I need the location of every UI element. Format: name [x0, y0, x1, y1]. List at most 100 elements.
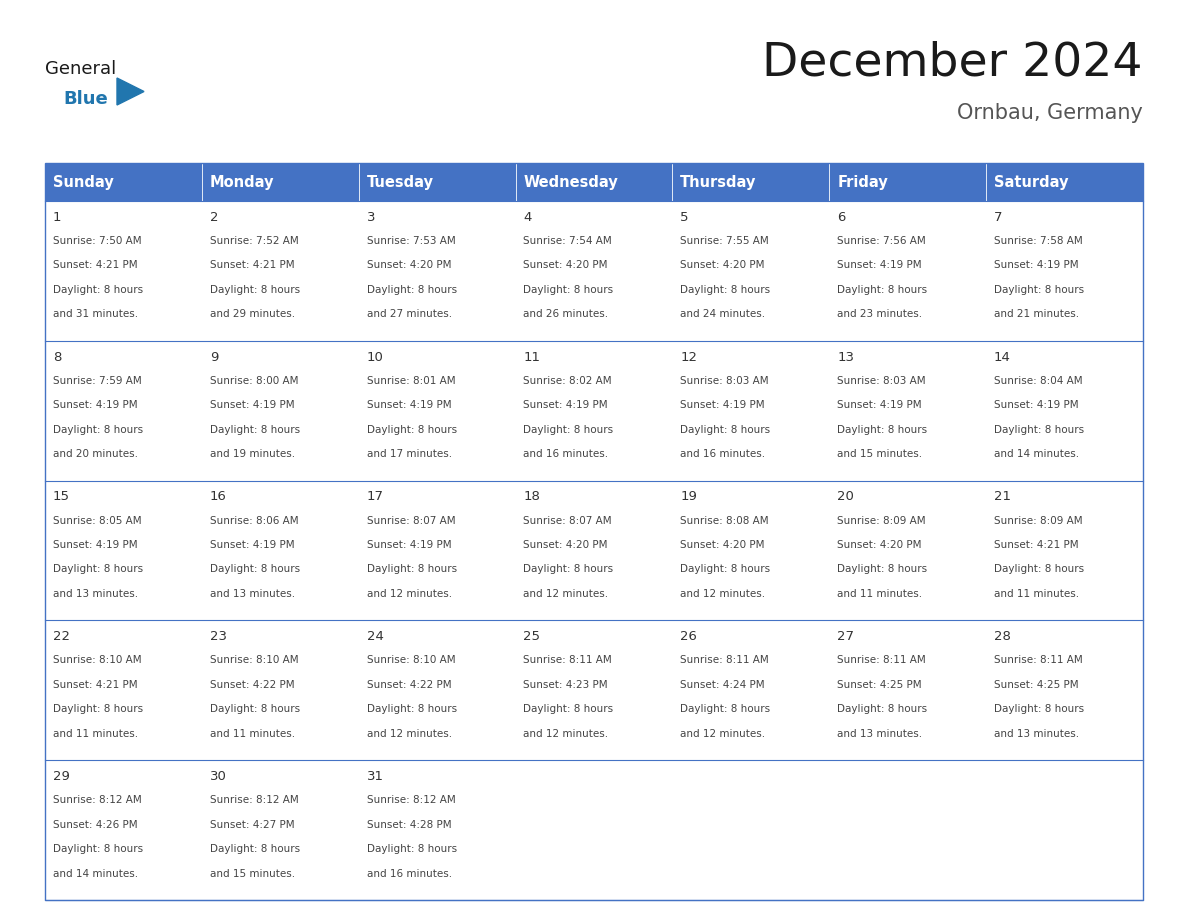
- Text: Daylight: 8 hours: Daylight: 8 hours: [681, 565, 770, 575]
- Text: Sunrise: 8:08 AM: Sunrise: 8:08 AM: [681, 516, 769, 525]
- Text: 19: 19: [681, 490, 697, 503]
- Text: Daylight: 8 hours: Daylight: 8 hours: [367, 844, 456, 854]
- Text: Sunset: 4:19 PM: Sunset: 4:19 PM: [994, 400, 1079, 410]
- Bar: [202, 481, 359, 621]
- Bar: [202, 201, 359, 341]
- Text: and 16 minutes.: and 16 minutes.: [367, 868, 451, 879]
- Text: 18: 18: [524, 490, 541, 503]
- Bar: [45, 621, 202, 760]
- Text: Saturday: Saturday: [994, 174, 1068, 189]
- Text: Sunrise: 7:55 AM: Sunrise: 7:55 AM: [681, 236, 769, 246]
- Text: Sunrise: 8:11 AM: Sunrise: 8:11 AM: [994, 655, 1082, 666]
- Bar: [202, 163, 359, 201]
- Text: Daylight: 8 hours: Daylight: 8 hours: [838, 565, 928, 575]
- Text: Daylight: 8 hours: Daylight: 8 hours: [367, 285, 456, 295]
- Text: and 14 minutes.: and 14 minutes.: [52, 868, 138, 879]
- Text: Sunset: 4:19 PM: Sunset: 4:19 PM: [838, 400, 922, 410]
- Text: and 15 minutes.: and 15 minutes.: [210, 868, 295, 879]
- Text: Sunday: Sunday: [52, 174, 114, 189]
- Text: Sunrise: 7:59 AM: Sunrise: 7:59 AM: [52, 375, 141, 386]
- Text: Sunset: 4:19 PM: Sunset: 4:19 PM: [994, 261, 1079, 271]
- Text: Sunrise: 8:06 AM: Sunrise: 8:06 AM: [210, 516, 298, 525]
- Text: Daylight: 8 hours: Daylight: 8 hours: [367, 425, 456, 435]
- Text: Friday: Friday: [838, 174, 887, 189]
- Text: Sunset: 4:19 PM: Sunset: 4:19 PM: [367, 400, 451, 410]
- Bar: [359, 481, 516, 621]
- Text: Daylight: 8 hours: Daylight: 8 hours: [838, 285, 928, 295]
- Text: and 24 minutes.: and 24 minutes.: [681, 309, 765, 319]
- Text: Daylight: 8 hours: Daylight: 8 hours: [994, 285, 1085, 295]
- Text: 8: 8: [52, 351, 62, 364]
- Bar: [202, 621, 359, 760]
- Text: Sunset: 4:20 PM: Sunset: 4:20 PM: [681, 540, 765, 550]
- Text: Sunset: 4:19 PM: Sunset: 4:19 PM: [210, 400, 295, 410]
- Text: Sunset: 4:21 PM: Sunset: 4:21 PM: [52, 261, 138, 271]
- Text: Daylight: 8 hours: Daylight: 8 hours: [994, 704, 1085, 714]
- Bar: [986, 163, 1143, 201]
- Text: Daylight: 8 hours: Daylight: 8 hours: [210, 425, 299, 435]
- Text: 14: 14: [994, 351, 1011, 364]
- Text: Sunset: 4:19 PM: Sunset: 4:19 PM: [52, 540, 138, 550]
- Text: Sunrise: 8:10 AM: Sunrise: 8:10 AM: [367, 655, 455, 666]
- Bar: [45, 481, 202, 621]
- Text: Wednesday: Wednesday: [524, 174, 618, 189]
- Text: 29: 29: [52, 770, 70, 783]
- Text: Sunset: 4:19 PM: Sunset: 4:19 PM: [210, 540, 295, 550]
- Text: and 12 minutes.: and 12 minutes.: [524, 729, 608, 739]
- Text: 24: 24: [367, 630, 384, 644]
- Text: and 13 minutes.: and 13 minutes.: [210, 589, 295, 599]
- Text: and 12 minutes.: and 12 minutes.: [367, 729, 451, 739]
- Text: Sunrise: 8:03 AM: Sunrise: 8:03 AM: [838, 375, 925, 386]
- Text: Sunrise: 7:50 AM: Sunrise: 7:50 AM: [52, 236, 141, 246]
- Text: 21: 21: [994, 490, 1011, 503]
- Text: Sunrise: 8:03 AM: Sunrise: 8:03 AM: [681, 375, 769, 386]
- Bar: [516, 163, 672, 201]
- Text: December 2024: December 2024: [763, 41, 1143, 86]
- Text: Sunrise: 7:52 AM: Sunrise: 7:52 AM: [210, 236, 298, 246]
- Text: 10: 10: [367, 351, 384, 364]
- Text: and 27 minutes.: and 27 minutes.: [367, 309, 451, 319]
- Text: 7: 7: [994, 211, 1003, 224]
- Text: 27: 27: [838, 630, 854, 644]
- Text: and 12 minutes.: and 12 minutes.: [367, 589, 451, 599]
- Text: Sunrise: 8:07 AM: Sunrise: 8:07 AM: [524, 516, 612, 525]
- Text: and 13 minutes.: and 13 minutes.: [838, 729, 922, 739]
- Text: 12: 12: [681, 351, 697, 364]
- Text: Sunrise: 8:12 AM: Sunrise: 8:12 AM: [367, 795, 455, 805]
- Text: 22: 22: [52, 630, 70, 644]
- Text: 23: 23: [210, 630, 227, 644]
- Text: Daylight: 8 hours: Daylight: 8 hours: [210, 844, 299, 854]
- Text: Sunset: 4:24 PM: Sunset: 4:24 PM: [681, 680, 765, 689]
- Text: Sunset: 4:21 PM: Sunset: 4:21 PM: [52, 680, 138, 689]
- Bar: [516, 760, 672, 900]
- Text: Sunset: 4:22 PM: Sunset: 4:22 PM: [210, 680, 295, 689]
- Bar: [672, 481, 829, 621]
- Bar: [516, 201, 672, 341]
- Text: Sunset: 4:22 PM: Sunset: 4:22 PM: [367, 680, 451, 689]
- Text: Blue: Blue: [63, 90, 108, 108]
- Bar: [829, 201, 986, 341]
- Text: Sunset: 4:19 PM: Sunset: 4:19 PM: [524, 400, 608, 410]
- Text: Daylight: 8 hours: Daylight: 8 hours: [838, 425, 928, 435]
- Text: and 16 minutes.: and 16 minutes.: [524, 449, 608, 459]
- Text: 16: 16: [210, 490, 227, 503]
- Text: and 21 minutes.: and 21 minutes.: [994, 309, 1079, 319]
- Text: Sunset: 4:25 PM: Sunset: 4:25 PM: [994, 680, 1079, 689]
- Text: and 23 minutes.: and 23 minutes.: [838, 309, 922, 319]
- Text: Sunrise: 7:58 AM: Sunrise: 7:58 AM: [994, 236, 1082, 246]
- Text: Daylight: 8 hours: Daylight: 8 hours: [52, 285, 143, 295]
- Bar: [829, 621, 986, 760]
- Bar: [516, 621, 672, 760]
- Text: Sunrise: 8:10 AM: Sunrise: 8:10 AM: [52, 655, 141, 666]
- Text: Daylight: 8 hours: Daylight: 8 hours: [524, 285, 613, 295]
- Text: Daylight: 8 hours: Daylight: 8 hours: [524, 565, 613, 575]
- Text: Sunrise: 8:00 AM: Sunrise: 8:00 AM: [210, 375, 298, 386]
- Text: and 11 minutes.: and 11 minutes.: [994, 589, 1079, 599]
- Text: Sunrise: 8:11 AM: Sunrise: 8:11 AM: [681, 655, 769, 666]
- Text: Sunset: 4:25 PM: Sunset: 4:25 PM: [838, 680, 922, 689]
- Text: Daylight: 8 hours: Daylight: 8 hours: [838, 704, 928, 714]
- Text: Daylight: 8 hours: Daylight: 8 hours: [681, 704, 770, 714]
- Text: Sunrise: 8:05 AM: Sunrise: 8:05 AM: [52, 516, 141, 525]
- Text: Sunset: 4:27 PM: Sunset: 4:27 PM: [210, 820, 295, 830]
- Bar: [986, 341, 1143, 481]
